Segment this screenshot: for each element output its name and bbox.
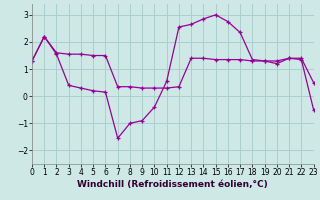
- X-axis label: Windchill (Refroidissement éolien,°C): Windchill (Refroidissement éolien,°C): [77, 180, 268, 189]
